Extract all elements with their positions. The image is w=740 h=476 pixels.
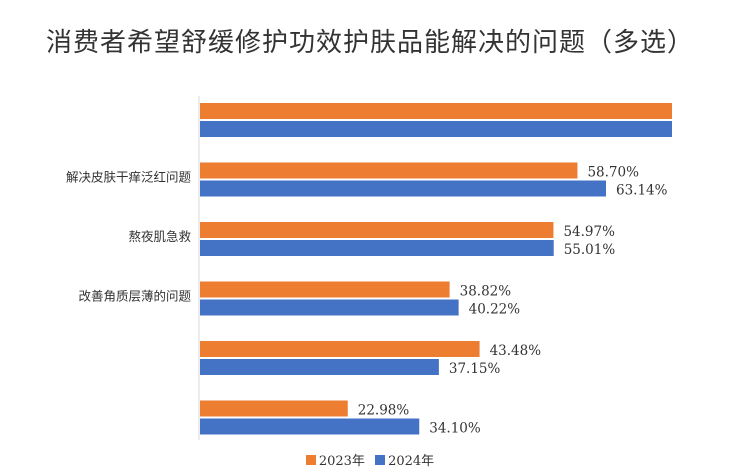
bar-0-5: [200, 400, 348, 417]
legend-item-2023: 2023年: [305, 450, 365, 469]
bar-0-2: [200, 222, 554, 238]
category-label-3: 改善角质层薄的问题: [78, 289, 191, 304]
data-label-1-2: 55.01%: [564, 242, 616, 258]
data-label-1-4: 37.15%: [449, 361, 501, 377]
data-label-0-5: 22.98%: [358, 403, 410, 419]
legend-swatch-2023: [305, 454, 316, 465]
data-label-0-4: 43.48%: [490, 343, 542, 359]
legend-label-2023: 2023年: [318, 454, 365, 469]
data-label-1-1: 63.14%: [616, 183, 668, 199]
legend-item-2024: 2024年: [375, 450, 434, 469]
bar-1-0: [200, 121, 672, 137]
category-label-1: 解决皮肤干痒泛红问题: [66, 170, 192, 185]
legend-swatch-2024: [375, 454, 386, 465]
bar-1-3: [200, 299, 459, 316]
bar-0-1: [200, 162, 578, 179]
bar-0-0: [200, 103, 672, 119]
category-label-2: 熬夜肌急救: [128, 229, 191, 244]
data-label-0-1: 58.70%: [587, 165, 639, 181]
bar-1-1: [200, 180, 606, 197]
bar-0-4: [200, 341, 480, 357]
legend: 2023年 2024年: [0, 450, 740, 469]
chart-title: 消费者希望舒缓修护功效护肤品能解决的问题（多选）: [45, 28, 694, 58]
legend-label-2024: 2024年: [388, 454, 435, 469]
data-label-1-5: 34.10%: [429, 421, 481, 437]
data-label-1-3: 40.22%: [469, 302, 521, 318]
bar-1-5: [200, 418, 420, 435]
bar-1-2: [200, 240, 554, 256]
bar-0-3: [200, 281, 450, 298]
bar-1-4: [200, 359, 439, 375]
data-label-0-3: 38.82%: [460, 284, 512, 300]
data-label-0-2: 54.97%: [563, 224, 615, 240]
